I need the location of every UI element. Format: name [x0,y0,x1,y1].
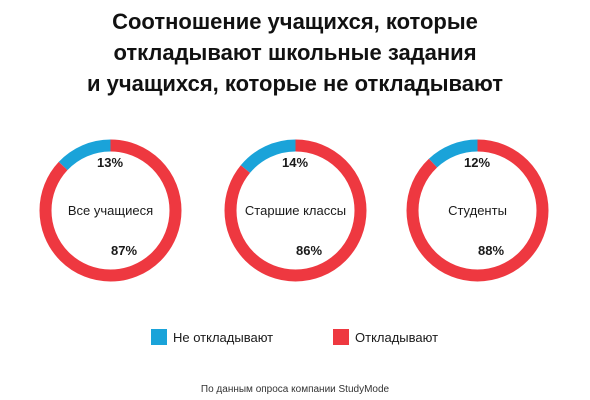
data-label-procrastinate: 87% [110,243,138,258]
donut-chart-all-students: Все учащиеся 13% 87% [38,138,183,283]
data-label-procrastinate: 86% [295,243,323,258]
legend-label-procrastinate: Откладывают [355,329,439,345]
chart-title-line-1: Соотношение учащихся, которые [112,9,478,34]
donut-center-label: Все учащиеся [67,203,154,218]
legend-swatch-procrastinate [333,329,349,345]
donut-svg [39,139,182,282]
data-label-not-procrastinate: 13% [96,155,124,170]
donut-segment-procrastinate [224,139,367,282]
donut-center-label: Студенты [448,203,507,218]
donut-chart-university-students: Студенты 12% 88% [405,138,550,283]
legend-label-not-procrastinate: Не откладывают [173,329,274,345]
legend-item-procrastinate: Откладывают [333,328,438,346]
data-label-not-procrastinate: 14% [281,155,309,170]
chart-title-line-3: и учащихся, которые не откладывают [86,71,504,96]
legend-item-not-procrastinate: Не откладывают [151,328,273,346]
donut-svg [406,139,549,282]
legend: Не откладывают Откладывают [0,328,590,346]
chart-title-line-2: откладывают школьные задания [113,40,477,65]
donut-segment-procrastinate [406,139,549,282]
donut-segment-procrastinate [39,139,182,282]
donut-svg [224,139,367,282]
donut-chart-high-school: Старшие классы 14% 86% [223,138,368,283]
donut-center-label: Старшие классы [244,203,347,218]
source-note: По данным опроса компании StudyMode [200,384,390,395]
data-label-procrastinate: 88% [477,243,505,258]
chart-title: Соотношение учащихся, которые откладываю… [0,6,590,99]
legend-swatch-not-procrastinate [151,329,167,345]
data-label-not-procrastinate: 12% [463,155,491,170]
